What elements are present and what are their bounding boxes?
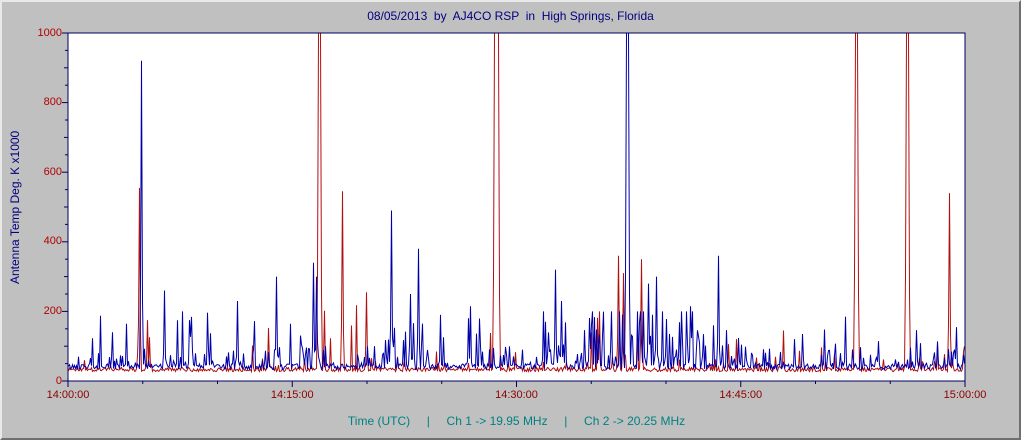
x-tick-label: 14:15:00 xyxy=(270,389,314,401)
y-tick-label: 0 xyxy=(55,374,62,387)
x-tick-label: 14:30:00 xyxy=(495,389,538,401)
x-tick-label: 15:00:00 xyxy=(943,389,987,401)
y-tick-label: 800 xyxy=(43,96,62,109)
bottom-caption: Time (UTC) | Ch 1 -> 19.95 MHz | Ch 2 ->… xyxy=(347,414,686,428)
y-tick-label: 1000 xyxy=(37,26,62,39)
x-tick-label: 14:45:00 xyxy=(719,389,763,401)
series-trace-ch-2-20-25-mhz xyxy=(68,32,965,374)
y-tick-label: 200 xyxy=(43,304,62,317)
x-tick-label: 14:00:00 xyxy=(46,389,90,401)
y-tick-label: 600 xyxy=(43,165,62,178)
y-tick-label: 400 xyxy=(43,235,62,248)
chart-title: 08/05/2013 by AJ4CO RSP in High Springs,… xyxy=(367,9,654,23)
y-axis-title: Antenna Temp Deg. K x1000 xyxy=(8,130,22,284)
series-trace-ch-1-19-95-mhz xyxy=(68,32,965,372)
